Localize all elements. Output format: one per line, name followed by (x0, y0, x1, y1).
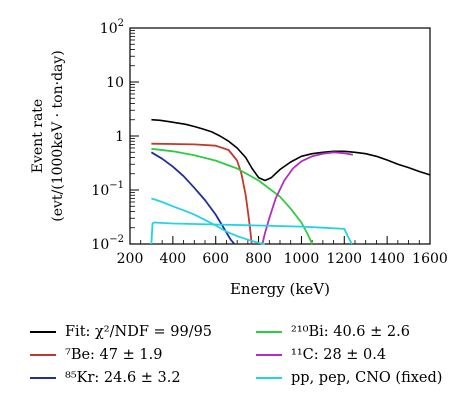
legend-item-be7: ⁷Be: 47 ± 1.9 (30, 344, 162, 366)
legend-item-kr85: ⁸⁵Kr: 24.6 ± 3.2 (30, 367, 181, 389)
x-axis-label: Energy (keV) (230, 280, 330, 298)
series-group (150, 118, 431, 245)
legend-label-kr85: ⁸⁵Kr: 24.6 ± 3.2 (65, 370, 181, 386)
legend-item-pp: pp, pep, CNO (fixed) (256, 367, 442, 389)
series-line-kr85 (150, 151, 236, 245)
x-tick-label-1600: 1600 (412, 251, 448, 267)
series-line-pp2 (150, 221, 353, 245)
legend-swatch-kr85 (30, 377, 56, 379)
x-axis: 200 400 600 800 1000 1200 1400 1600 (117, 236, 448, 267)
legend-swatch-fit (30, 331, 56, 333)
legend-label-fit: Fit: χ²/NDF = 99/95 (65, 324, 213, 340)
y-axis: 10−2 10−1 1 10 102 (91, 18, 139, 253)
x-tick-label-600: 600 (202, 251, 229, 267)
legend-item-c11: ¹¹C: 28 ± 0.4 (256, 344, 386, 366)
x-tick-label-800: 800 (245, 251, 272, 267)
y-axis-label-line2: (evt/(1000keV · ton·day) (50, 50, 66, 222)
legend-label-be7: ⁷Be: 47 ± 1.9 (65, 347, 163, 363)
x-tick-label-1200: 1200 (326, 251, 362, 267)
legend-swatch-pp (256, 377, 282, 379)
x-tick-label-400: 400 (159, 251, 186, 267)
legend-swatch-bi210 (256, 331, 282, 333)
y-tick-label: 1 (115, 129, 124, 145)
series-line-fit (151, 118, 431, 182)
y-tick-label: 10 (106, 75, 124, 91)
series-line-pp (151, 197, 266, 245)
y-tick-label: 10−2 (91, 234, 124, 253)
series-line-c11 (261, 151, 354, 245)
x-tick-label-1000: 1000 (284, 251, 320, 267)
y-tick-label: 102 (100, 18, 124, 37)
x-tick-label-1400: 1400 (369, 251, 405, 267)
y-tick-label: 10−1 (91, 180, 124, 199)
legend: Fit: χ²/NDF = 99/95 ⁷Be: 47 ± 1.9 ⁸⁵Kr: … (0, 316, 474, 415)
legend-label-c11: ¹¹C: 28 ± 0.4 (291, 347, 387, 363)
legend-swatch-be7 (30, 354, 56, 356)
series-line-be7 (151, 142, 253, 245)
chart: 200 400 600 800 1000 1200 1400 1600 10−210−1110… (30, 18, 448, 298)
x-tick-label-200: 200 (117, 251, 144, 267)
y-axis-label-line1: Event rate (30, 99, 46, 173)
legend-item-bi210: ²¹⁰Bi: 40.6 ± 2.6 (256, 321, 410, 343)
legend-swatch-c11 (256, 354, 282, 356)
legend-item-fit: Fit: χ²/NDF = 99/95 (30, 321, 212, 343)
plot-frame (129, 27, 431, 245)
legend-label-bi210: ²¹⁰Bi: 40.6 ± 2.6 (291, 324, 410, 340)
legend-label-pp: pp, pep, CNO (fixed) (291, 370, 443, 386)
